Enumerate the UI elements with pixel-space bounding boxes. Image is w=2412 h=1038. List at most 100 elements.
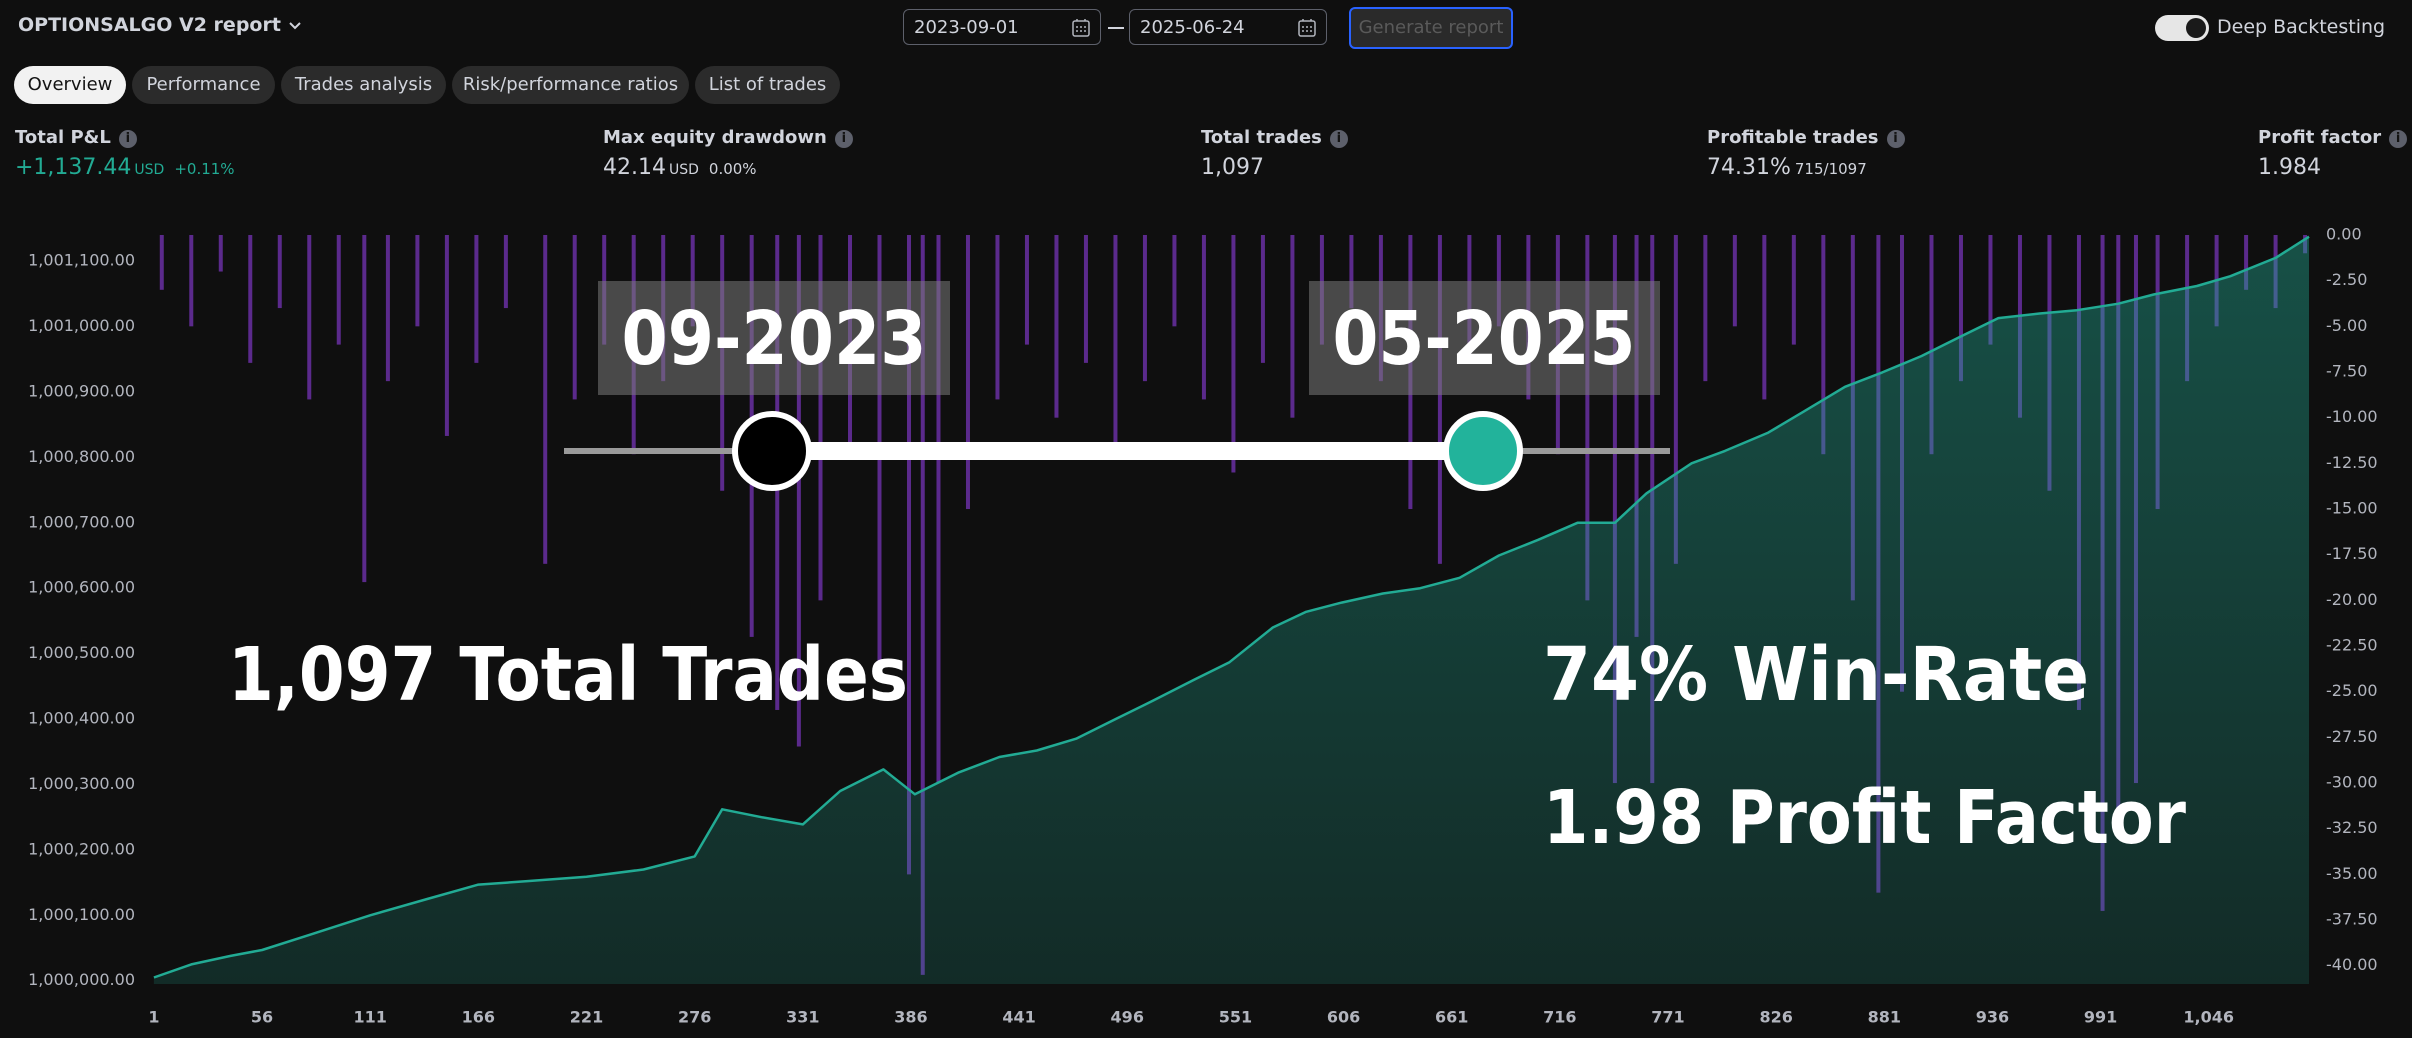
y-tick-label: 1,000,100.00 <box>28 905 135 924</box>
slider-handle[interactable] <box>1443 411 1523 491</box>
y2-tick-label: -15.00 <box>2326 499 2378 518</box>
drawdown-bar <box>415 235 420 327</box>
overlay-text: 1.98 Profit Factor <box>1543 775 2186 861</box>
tab[interactable]: Performance <box>132 66 275 104</box>
drawdown-bar <box>1585 235 1590 601</box>
stat-value-text: +1,137.44 <box>15 155 132 180</box>
deep-backtesting-toggle[interactable] <box>2155 15 2209 41</box>
info-icon[interactable]: i <box>834 130 853 148</box>
x-tick-label: 991 <box>2084 1008 2117 1027</box>
label-box <box>598 281 950 395</box>
drawdown-bar <box>1231 235 1236 473</box>
drawdown-bar <box>1172 235 1177 327</box>
y-tick-label: 1,001,000.00 <box>28 316 135 335</box>
stat-change: 0.00% <box>708 160 757 178</box>
drawdown-bar <box>248 235 253 363</box>
stat-value-text: 42.14 <box>603 155 666 180</box>
drawdown-bar <box>1349 235 1354 309</box>
toggle-label: Deep Backtesting <box>2217 16 2386 38</box>
y-tick-label: 1,000,000.00 <box>28 970 135 989</box>
tab[interactable]: Trades analysis <box>281 66 446 104</box>
drawdown-bar <box>1821 235 1826 455</box>
stat-value: 1,097 <box>1201 155 1264 180</box>
stat-label-text: Profitable trades <box>1707 127 1879 148</box>
drawdown-bar <box>1201 235 1206 400</box>
start-label: 09-2023 <box>622 296 927 382</box>
y2-tick-label: -5.00 <box>2326 316 2367 335</box>
info-icon[interactable]: i <box>2389 130 2408 148</box>
equity-area <box>153 236 2310 984</box>
y2-tick-label: -40.00 <box>2326 955 2378 974</box>
drawdown-bar <box>307 235 312 400</box>
x-tick-label: 826 <box>1759 1008 1792 1027</box>
x-tick-label: 166 <box>462 1008 495 1027</box>
drawdown-bar <box>1929 235 1934 455</box>
y2-tick-label: -25.00 <box>2326 681 2378 700</box>
x-tick-label: 716 <box>1543 1008 1576 1027</box>
y2-tick-label: -32.50 <box>2326 818 2378 837</box>
info-icon[interactable]: i <box>1886 130 1905 148</box>
drawdown-bar <box>1142 235 1147 382</box>
y-tick-label: 1,000,200.00 <box>28 839 135 858</box>
overlay-text: 1,097 Total Trades <box>228 632 908 718</box>
x-tick-label: 386 <box>894 1008 927 1027</box>
report-title-text: OPTIONSALGO V2 report <box>18 14 281 36</box>
drawdown-bar <box>1703 235 1708 382</box>
report-title[interactable]: OPTIONSALGO V2 report <box>18 14 302 36</box>
generate-button[interactable]: Generate report <box>1349 7 1513 49</box>
y2-tick-label: 0.00 <box>2326 225 2362 244</box>
chevron <box>288 22 301 30</box>
y2-tick-label: -30.00 <box>2326 773 2378 792</box>
stat-value: 1.984 <box>2258 155 2321 180</box>
x-tick-label: 221 <box>570 1008 603 1027</box>
stat-unit: USD <box>668 162 699 178</box>
overlay-text: 74% Win-Rate <box>1543 632 2089 718</box>
y2-tick-label: -17.50 <box>2326 544 2378 563</box>
calendar-icon <box>1298 19 1316 37</box>
tab[interactable]: Overview <box>14 66 126 104</box>
start-date-input[interactable]: 2023-09-01 <box>903 9 1101 45</box>
stat-value-text: 74.31% <box>1707 155 1791 180</box>
date-separator <box>1108 27 1124 29</box>
stat-label: Total P&L i <box>15 127 137 148</box>
end-date: 2025-06-24 <box>1140 17 1245 38</box>
x-tick-label: 881 <box>1868 1008 1901 1027</box>
calendar-icon <box>1072 19 1090 37</box>
date-range-overlay: 09-2023 05-2025 1,097 Total Trades 74% W… <box>228 281 2186 861</box>
label-box <box>1309 281 1660 395</box>
info-icon[interactable]: i <box>1329 130 1348 148</box>
drawdown-bar <box>906 235 911 875</box>
y-tick-label: 1,001,100.00 <box>28 251 135 270</box>
drawdown-bar <box>2244 235 2249 290</box>
info-icon[interactable]: i <box>118 130 137 148</box>
stat-label: Profit factor i <box>2258 127 2408 148</box>
tab[interactable]: List of trades <box>695 66 840 104</box>
end-date-input[interactable]: 2025-06-24 <box>1129 9 1327 45</box>
drawdown-bar <box>1732 235 1737 327</box>
stat-label: Total trades i <box>1201 127 1348 148</box>
stat-label: Max equity drawdown i <box>603 127 853 148</box>
drawdown-bar <box>189 235 194 327</box>
drawdown-bar <box>336 235 341 345</box>
x-tick-label: 661 <box>1435 1008 1468 1027</box>
x-tick-label: 551 <box>1219 1008 1252 1027</box>
x-tick-label: 496 <box>1111 1008 1144 1027</box>
x-tick-label: 1,046 <box>2183 1008 2234 1027</box>
drawdown-bar <box>936 235 941 784</box>
y2-tick-label: -10.00 <box>2326 407 2378 426</box>
x-tick-label: 1 <box>148 1008 159 1027</box>
drawdown-bar <box>572 235 577 400</box>
slider-handle[interactable] <box>732 411 812 491</box>
drawdown-bar <box>218 235 223 272</box>
tab[interactable]: Risk/performance ratios <box>452 66 689 104</box>
drawdown-bar <box>1612 235 1617 784</box>
y2-tick-label: -37.50 <box>2326 910 2378 929</box>
x-tick-label: 56 <box>251 1008 273 1027</box>
y2-tick-label: -35.00 <box>2326 864 2378 883</box>
x-tick-label: 771 <box>1651 1008 1684 1027</box>
drawdown-bar <box>385 235 390 382</box>
y-tick-label: 1,000,700.00 <box>28 512 135 531</box>
drawdown-bar <box>1988 235 1993 345</box>
drawdown-bar <box>818 235 823 601</box>
